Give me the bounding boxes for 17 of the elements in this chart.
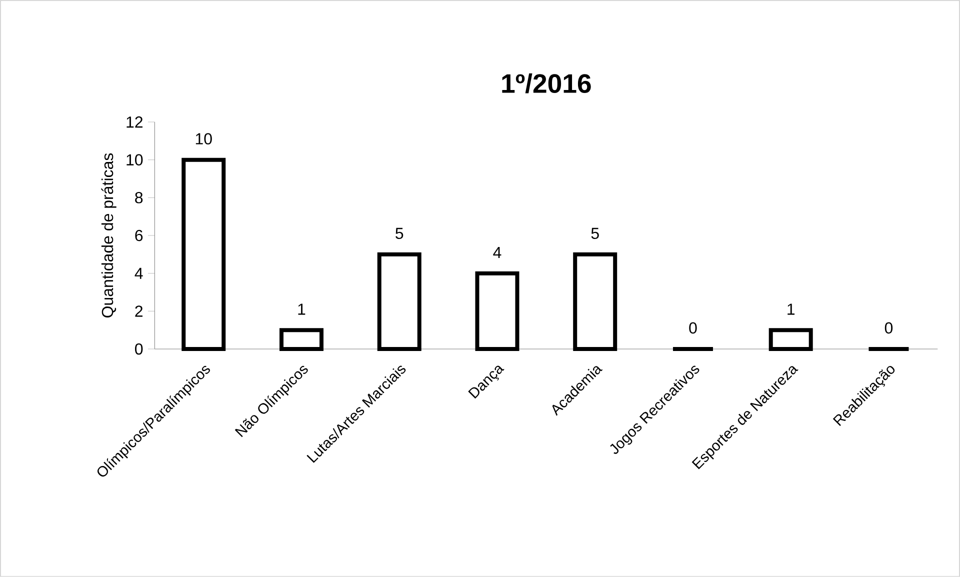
data-label: 1 [298, 304, 306, 315]
data-label: 0 [689, 322, 697, 334]
data-label: 5 [591, 228, 599, 240]
data-label: 5 [396, 228, 404, 240]
y-tick-label: 0 [135, 343, 143, 355]
data-label: 1 [788, 304, 795, 315]
y-tick-label: 8 [135, 192, 143, 204]
y-tick-label: 2 [135, 306, 142, 317]
y-tick-label: 6 [135, 230, 143, 242]
data-label: 0 [884, 322, 893, 334]
y-axis-title: Quantidade de práticas [101, 153, 116, 318]
data-label: 10 [196, 133, 212, 144]
data-label: 4 [493, 246, 502, 258]
y-tick-label: 4 [134, 268, 143, 279]
chart-title: 1º/2016 [502, 73, 591, 94]
y-tick-label: 10 [126, 154, 143, 166]
y-tick-label: 12 [126, 116, 142, 128]
